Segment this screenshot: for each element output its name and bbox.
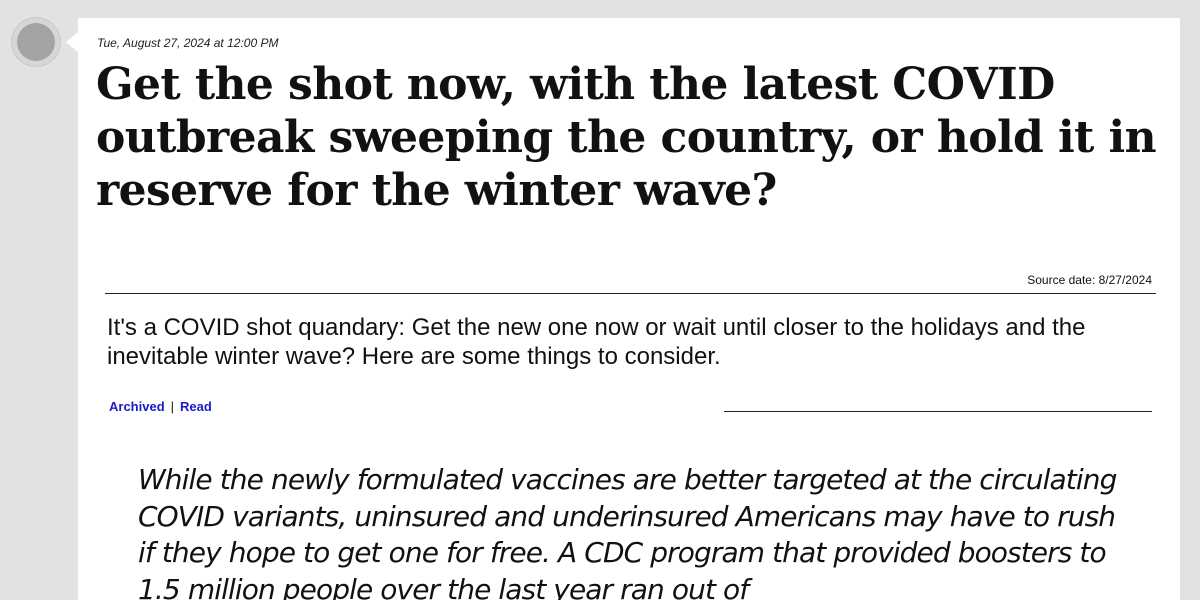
post-headline: Get the shot now, with the latest COVID … [96, 59, 1157, 216]
post-card: Tue, August 27, 2024 at 12:00 PM Get the… [78, 18, 1180, 600]
post-summary: It's a COVID shot quandary: Get the new … [107, 314, 1086, 370]
divider-right [724, 411, 1152, 412]
post-links: Archived | Read [109, 399, 212, 414]
divider-top [105, 293, 1156, 294]
speech-pointer [66, 32, 78, 52]
link-separator: | [170, 399, 175, 414]
post-quote: While the newly formulated vaccines are … [138, 463, 1117, 600]
source-date: Source date: 8/27/2024 [1027, 273, 1152, 287]
archived-link[interactable]: Archived [109, 399, 165, 414]
post-timestamp: Tue, August 27, 2024 at 12:00 PM [97, 36, 279, 50]
avatar[interactable] [12, 18, 60, 66]
avatar-image [17, 23, 55, 61]
read-link[interactable]: Read [180, 399, 212, 414]
